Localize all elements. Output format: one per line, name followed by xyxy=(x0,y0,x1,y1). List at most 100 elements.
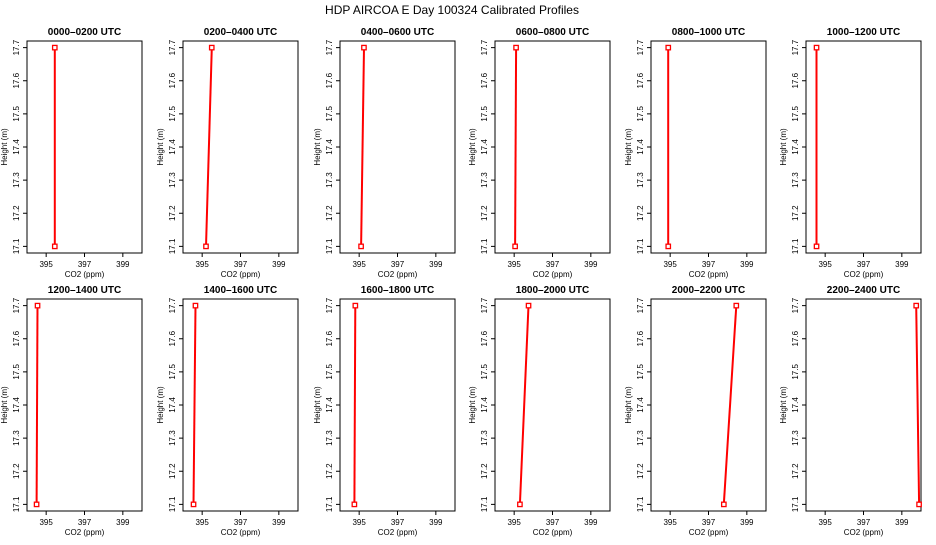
panel-title: 0800–1000 UTC xyxy=(672,27,745,38)
plot-frame xyxy=(650,298,767,512)
panel-0: 0000–0200 UTC 395 397 399 CO2 (ppm) 17.1 17.2 1… xyxy=(0,27,143,279)
profile-point xyxy=(190,501,197,508)
profile-point xyxy=(33,501,40,508)
x-tick-label: 395 xyxy=(507,518,521,527)
x-tick-label: 395 xyxy=(195,518,209,527)
y-axis-label: Height (m) xyxy=(0,128,9,166)
panel-title: 1200–1400 UTC xyxy=(48,285,121,296)
y-tick-label: 17.7 xyxy=(325,297,334,313)
y-tick-label: 17.7 xyxy=(636,39,645,55)
x-tick-label: 399 xyxy=(116,260,130,269)
panel-3: 0600–0800 UTC 395 397 399 CO2 (ppm) 17.1 17.2 1… xyxy=(468,27,611,279)
y-tick-label: 17.6 xyxy=(480,72,489,88)
profile-line xyxy=(35,305,39,505)
y-tick-label: 17.1 xyxy=(636,496,645,512)
y-tick-label: 17.1 xyxy=(12,496,21,512)
x-tick-label: 399 xyxy=(740,518,754,527)
profile-point xyxy=(51,44,58,51)
panel-title: 0400–0600 UTC xyxy=(361,27,434,38)
x-axis-label: CO2 (ppm) xyxy=(378,528,418,537)
y-axis-label: Height (m) xyxy=(624,128,633,166)
y-tick-label: 17.2 xyxy=(12,205,21,221)
panel-11: 2200–2400 UTC 395 397 399 CO2 (ppm) 17.1 17.2 1… xyxy=(779,285,922,537)
y-tick-label: 17.4 xyxy=(168,397,177,413)
y-tick-label: 17.3 xyxy=(168,172,177,188)
y-tick-label: 17.6 xyxy=(791,330,800,346)
y-tick-label: 17.7 xyxy=(12,39,21,55)
y-tick-label: 17.7 xyxy=(791,39,800,55)
x-tick-label: 399 xyxy=(584,518,598,527)
profile-line xyxy=(192,305,197,505)
plot-frame xyxy=(494,298,611,512)
y-tick-label: 17.5 xyxy=(636,106,645,122)
panel-9: 1800–2000 UTC 395 397 399 CO2 (ppm) 17.1 17.2 1… xyxy=(468,285,611,537)
x-axis-label: CO2 (ppm) xyxy=(533,270,573,279)
y-tick-label: 17.7 xyxy=(168,297,177,313)
plot-frame xyxy=(182,298,299,512)
y-tick-label: 17.1 xyxy=(168,496,177,512)
x-tick-label: 395 xyxy=(507,260,521,269)
x-tick-label: 399 xyxy=(895,518,909,527)
x-tick-label: 399 xyxy=(584,260,598,269)
profile-point xyxy=(192,302,199,309)
x-tick-label: 397 xyxy=(546,260,560,269)
x-axis-label: CO2 (ppm) xyxy=(689,528,729,537)
profile-line xyxy=(353,305,357,505)
profile-point xyxy=(665,44,672,51)
y-tick-label: 17.4 xyxy=(12,139,21,155)
profile-point xyxy=(208,44,215,51)
profile-point xyxy=(358,243,364,250)
y-tick-label: 17.5 xyxy=(480,364,489,380)
y-tick-label: 17.2 xyxy=(325,205,334,221)
y-tick-label: 17.6 xyxy=(12,330,21,346)
y-tick-label: 17.2 xyxy=(636,463,645,479)
profile-point xyxy=(34,302,41,309)
y-tick-label: 17.3 xyxy=(12,172,21,188)
y-axis-label: Height (m) xyxy=(468,128,477,166)
profile-line xyxy=(722,305,738,505)
y-tick-label: 17.1 xyxy=(325,238,334,254)
x-tick-label: 399 xyxy=(272,518,286,527)
y-tick-label: 17.6 xyxy=(325,330,334,346)
panel-title: 0000–0200 UTC xyxy=(48,27,121,38)
y-tick-label: 17.4 xyxy=(12,397,21,413)
profile-line xyxy=(205,47,213,247)
panel-title: 1400–1600 UTC xyxy=(204,285,277,296)
y-axis-label: Height (m) xyxy=(313,128,322,166)
panel-6: 1200–1400 UTC 395 397 399 CO2 (ppm) 17.1 17.2 1… xyxy=(0,285,143,537)
y-tick-label: 17.5 xyxy=(636,364,645,380)
x-axis-label: CO2 (ppm) xyxy=(378,270,418,279)
profile-point xyxy=(513,44,519,51)
y-tick-label: 17.5 xyxy=(168,364,177,380)
y-tick-label: 17.6 xyxy=(168,72,177,88)
y-tick-label: 17.3 xyxy=(791,430,800,446)
y-tick-label: 17.4 xyxy=(791,397,800,413)
y-tick-label: 17.4 xyxy=(325,397,334,413)
x-axis-label: CO2 (ppm) xyxy=(221,528,261,537)
x-tick-label: 397 xyxy=(857,260,871,269)
y-tick-label: 17.1 xyxy=(791,496,800,512)
plot-frame xyxy=(339,298,456,512)
x-tick-label: 399 xyxy=(429,260,443,269)
profile-point xyxy=(352,302,359,309)
x-tick-label: 397 xyxy=(234,260,248,269)
panel-4: 0800–1000 UTC 395 397 399 CO2 (ppm) 17.1 17.2 1… xyxy=(624,27,767,279)
plot-frame xyxy=(182,40,299,254)
y-tick-label: 17.6 xyxy=(791,72,800,88)
profile-line xyxy=(915,305,921,505)
x-tick-label: 395 xyxy=(663,518,677,527)
panel-title: 1000–1200 UTC xyxy=(827,27,900,38)
y-tick-label: 17.1 xyxy=(480,496,489,512)
y-tick-label: 17.5 xyxy=(12,106,21,122)
x-axis-label: CO2 (ppm) xyxy=(844,270,884,279)
profile-point xyxy=(203,243,209,250)
panel-title: 1600–1800 UTC xyxy=(361,285,434,296)
y-tick-label: 17.3 xyxy=(636,172,645,188)
y-tick-label: 17.6 xyxy=(480,330,489,346)
y-tick-label: 17.6 xyxy=(325,72,334,88)
x-tick-label: 395 xyxy=(818,518,832,527)
profile-point xyxy=(733,302,740,309)
y-tick-label: 17.7 xyxy=(480,39,489,55)
profile-point xyxy=(720,501,727,508)
x-tick-label: 397 xyxy=(702,260,716,269)
